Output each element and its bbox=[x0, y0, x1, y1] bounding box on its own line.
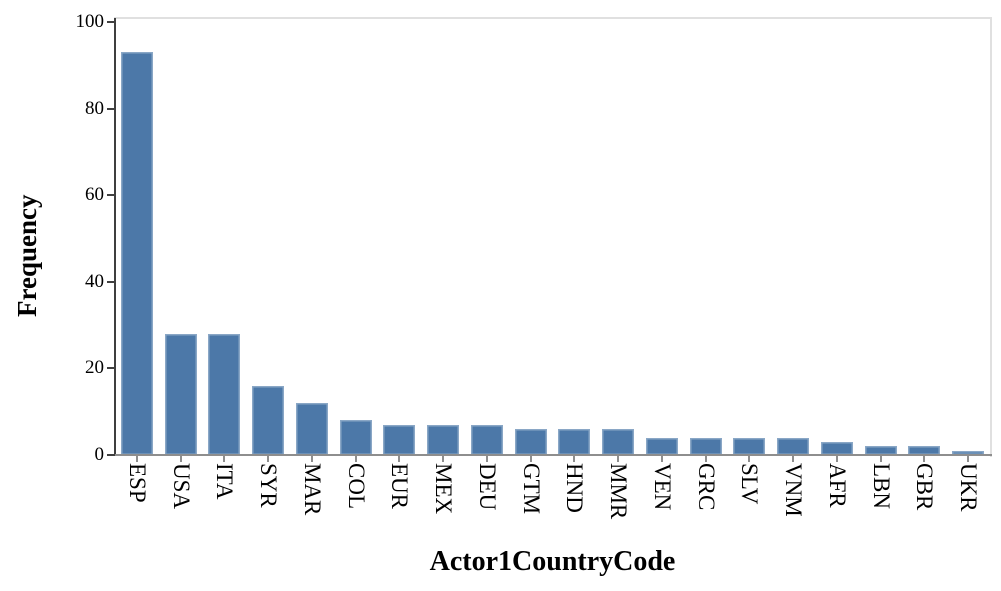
y-tick-mark-20 bbox=[107, 367, 115, 370]
bar-MEX bbox=[427, 424, 460, 455]
x-tick-MMR bbox=[617, 455, 620, 462]
plot-area bbox=[115, 17, 990, 455]
bar-SLV bbox=[733, 437, 766, 455]
bar-HND bbox=[558, 429, 591, 455]
x-tick-USA bbox=[179, 455, 182, 462]
bar-AFR bbox=[820, 442, 853, 455]
x-axis-title: Actor1CountryCode bbox=[429, 546, 676, 577]
x-tick-GTM bbox=[529, 455, 532, 462]
x-tick-label-ITA: ITA bbox=[212, 463, 238, 500]
bar-MMR bbox=[602, 429, 635, 455]
x-tick-ESP bbox=[135, 455, 138, 462]
x-tick-MAR bbox=[310, 455, 313, 462]
y-tick-label-20: 20 bbox=[85, 357, 104, 379]
plot-frame-top bbox=[114, 17, 992, 19]
x-tick-VNM bbox=[792, 455, 795, 462]
bar-SYR bbox=[252, 385, 285, 455]
x-tick-ITA bbox=[223, 455, 226, 462]
x-tick-GRC bbox=[704, 455, 707, 462]
x-tick-LBN bbox=[879, 455, 882, 462]
bar-LBN bbox=[864, 446, 897, 455]
x-tick-label-HND: HND bbox=[562, 463, 588, 513]
y-tick-label-100: 100 bbox=[75, 11, 105, 32]
x-tick-label-SYR: SYR bbox=[256, 463, 282, 508]
x-tick-label-AFR: AFR bbox=[824, 463, 850, 508]
x-tick-label-MMR: MMR bbox=[606, 463, 632, 520]
x-tick-label-DEU: DEU bbox=[474, 463, 500, 511]
bar-GTM bbox=[514, 429, 547, 455]
x-tick-AFR bbox=[835, 455, 838, 462]
x-tick-label-VEN: VEN bbox=[649, 463, 675, 511]
x-tick-label-ESP: ESP bbox=[124, 463, 150, 503]
bar-MAR bbox=[295, 403, 328, 455]
x-tick-VEN bbox=[660, 455, 663, 462]
x-tick-label-USA: USA bbox=[168, 463, 194, 510]
x-tick-MEX bbox=[442, 455, 445, 462]
x-tick-SYR bbox=[267, 455, 270, 462]
y-tick-mark-80 bbox=[107, 107, 115, 110]
bar-EUR bbox=[383, 424, 416, 455]
bar-DEU bbox=[470, 424, 503, 455]
y-tick-mark-40 bbox=[107, 280, 115, 283]
y-tick-mark-100 bbox=[107, 21, 115, 23]
y-tick-label-60: 60 bbox=[85, 184, 104, 206]
x-tick-COL bbox=[354, 455, 357, 462]
x-axis-line bbox=[114, 454, 992, 456]
y-tick-mark-60 bbox=[107, 194, 115, 197]
x-tick-label-MEX: MEX bbox=[431, 463, 457, 515]
bar-ITA bbox=[208, 333, 241, 455]
x-tick-label-MAR: MAR bbox=[299, 463, 325, 516]
y-axis-title: Frequency bbox=[12, 194, 42, 318]
bar-COL bbox=[339, 420, 372, 455]
x-tick-UKR bbox=[967, 455, 970, 462]
y-tick-label-40: 40 bbox=[85, 270, 104, 292]
bar-GBR bbox=[908, 446, 941, 455]
plot-frame-right bbox=[990, 17, 992, 457]
x-tick-GBR bbox=[923, 455, 926, 462]
y-axis-line bbox=[114, 18, 116, 456]
x-tick-label-VNM: VNM bbox=[781, 463, 807, 517]
x-tick-label-COL: COL bbox=[343, 463, 369, 509]
x-tick-label-EUR: EUR bbox=[387, 463, 413, 509]
x-tick-label-GBR: GBR bbox=[912, 463, 938, 511]
bar-GRC bbox=[689, 437, 722, 455]
y-tick-label-80: 80 bbox=[85, 97, 104, 119]
x-tick-DEU bbox=[485, 455, 488, 462]
x-tick-label-GRC: GRC bbox=[693, 463, 719, 511]
bar-VNM bbox=[777, 437, 810, 455]
x-tick-label-SLV: SLV bbox=[737, 463, 763, 505]
x-tick-SLV bbox=[748, 455, 751, 462]
y-tick-label-0: 0 bbox=[94, 444, 105, 465]
x-tick-label-UKR: UKR bbox=[956, 463, 982, 512]
x-tick-HND bbox=[573, 455, 576, 462]
x-tick-label-LBN: LBN bbox=[868, 463, 894, 509]
bar-UKR bbox=[952, 450, 985, 455]
y-tick-mark-0 bbox=[107, 454, 115, 456]
bar-ESP bbox=[120, 52, 153, 455]
x-tick-label-GTM: GTM bbox=[518, 463, 544, 515]
bar-VEN bbox=[645, 437, 678, 455]
bar-USA bbox=[164, 333, 197, 455]
x-tick-EUR bbox=[398, 455, 401, 462]
